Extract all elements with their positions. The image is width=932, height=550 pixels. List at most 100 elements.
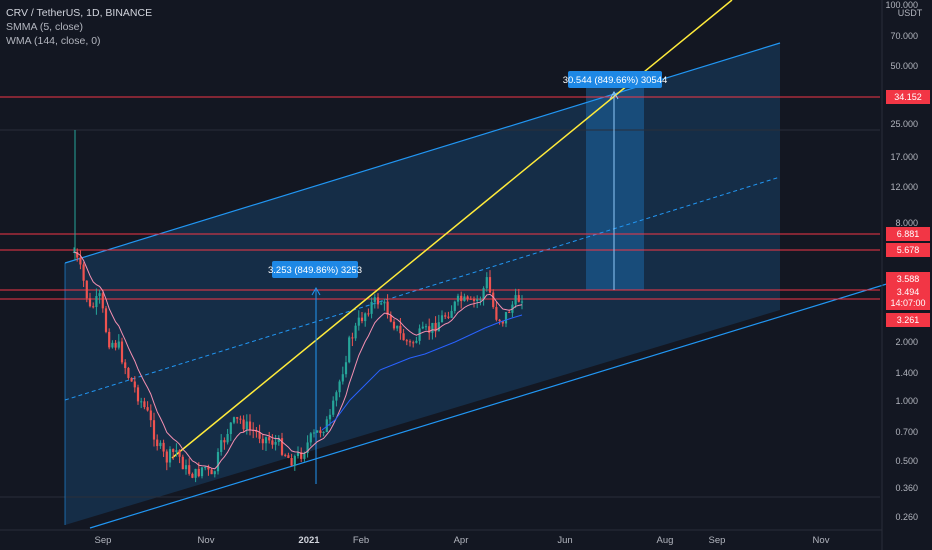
smma-line — [73, 251, 523, 470]
candle-body — [370, 301, 373, 314]
candle-body — [463, 296, 466, 302]
measure-arrow-2[interactable] — [609, 90, 619, 290]
candle-body — [220, 440, 223, 453]
measure-label-1[interactable]: 3.253 (849.86%) 3253 — [268, 261, 362, 278]
candle-body — [85, 280, 88, 299]
candle-body — [376, 297, 380, 305]
channel-mid-line[interactable] — [64, 176, 781, 401]
candle-body — [316, 430, 319, 433]
candle-body — [133, 381, 136, 388]
candle-body — [280, 438, 284, 455]
candle-body — [309, 433, 312, 443]
candle-body — [450, 310, 453, 318]
candle-body — [348, 337, 351, 363]
svg-text:5.678: 5.678 — [897, 245, 920, 255]
time-tick: Nov — [198, 535, 215, 546]
candle-body — [88, 298, 92, 307]
candle-body — [447, 316, 450, 318]
svg-text:6.881: 6.881 — [897, 229, 920, 239]
countdown-timer: 14:07:00 — [890, 298, 925, 308]
candle-body — [287, 455, 290, 458]
candle-body — [140, 401, 143, 403]
candle-body — [293, 456, 296, 466]
candle-body — [82, 264, 85, 281]
candle-body — [178, 450, 181, 457]
price-tag-3261[interactable]: 3.261 — [886, 313, 930, 327]
candle-body — [149, 410, 152, 421]
candle-body — [200, 467, 204, 477]
price-tick: 12.000 — [890, 182, 918, 192]
candle-body — [508, 311, 511, 313]
candle-body — [399, 325, 402, 334]
candle-body — [108, 331, 111, 348]
candle-body — [146, 407, 149, 411]
candle-body — [421, 326, 424, 329]
price-tick: 50.000 — [890, 61, 918, 71]
candle-body — [514, 295, 517, 305]
candle-body — [328, 414, 332, 420]
candle-body — [277, 438, 280, 443]
candle-body — [274, 442, 277, 445]
candle-body — [482, 288, 485, 300]
chart-legend[interactable]: CRV / TetherUS, 1D, BINANCE SMMA (5, clo… — [6, 6, 152, 48]
candle-body — [223, 440, 226, 443]
price-tag-current[interactable]: 3.494 14:07:00 — [886, 285, 930, 310]
candle-body — [188, 465, 191, 474]
candle-body — [485, 277, 488, 289]
candle-body — [258, 432, 261, 439]
symbol-title[interactable]: CRV / TetherUS, 1D, BINANCE — [6, 7, 153, 19]
candle-body — [255, 431, 258, 433]
candle-body — [437, 322, 440, 332]
horizontal-levels[interactable] — [0, 96, 880, 300]
time-tick: Aug — [657, 535, 674, 546]
candle-body — [210, 469, 213, 475]
candle-body — [386, 301, 389, 315]
measure-arrow-1[interactable] — [311, 286, 321, 484]
candle-body — [271, 440, 274, 445]
candle-body — [424, 326, 428, 328]
candle-body — [232, 417, 236, 423]
candle-body — [466, 296, 469, 299]
candle-body — [367, 313, 370, 315]
candle-body — [261, 438, 264, 444]
candle-body — [197, 468, 200, 477]
candle-body — [168, 449, 172, 463]
channel-lower-line[interactable] — [89, 282, 891, 529]
indicator-wma-label[interactable]: WMA (144, close, 0) — [6, 35, 101, 47]
time-axis[interactable]: Sep Nov 2021 Feb Apr Jun Aug Sep Nov — [0, 529, 882, 546]
candle-body — [284, 454, 287, 456]
candle-body — [341, 374, 344, 382]
svg-text:30.544 (849.66%) 30544: 30.544 (849.66%) 30544 — [563, 75, 668, 86]
candle-body — [354, 325, 357, 339]
candle-body — [194, 468, 197, 478]
candle-body — [296, 452, 300, 457]
candle-body — [520, 301, 524, 303]
candle-body — [303, 453, 306, 459]
measure-label-2[interactable]: 30.544 (849.66%) 30544 — [563, 71, 668, 88]
price-tag-5678[interactable]: 5.678 — [886, 243, 930, 257]
candle-body — [242, 419, 245, 430]
candle-body — [434, 322, 437, 332]
candle-body — [402, 333, 405, 341]
price-tick: 1.000 — [895, 396, 918, 406]
price-tick: 8.000 — [895, 218, 918, 228]
time-tick: Sep — [95, 535, 112, 546]
candle-body — [396, 325, 399, 329]
price-tag-34152[interactable]: 34.152 — [886, 90, 930, 104]
price-axis[interactable]: USDT 100.000 70.000 50.000 25.000 17.000… — [881, 0, 923, 550]
time-tick: 2021 — [298, 535, 320, 546]
candle-body — [344, 362, 348, 375]
time-tick: Apr — [454, 535, 469, 546]
candle-body — [79, 257, 82, 265]
price-tag-6881[interactable]: 6.881 — [886, 227, 930, 241]
price-tag-3588[interactable]: 3.588 — [886, 272, 930, 286]
candle-body — [504, 311, 508, 324]
indicator-smma-label[interactable]: SMMA (5, close) — [6, 21, 84, 33]
candle-body — [332, 400, 335, 415]
candle-body — [322, 432, 325, 434]
price-tick: 70.000 — [890, 31, 918, 41]
candle-body — [207, 467, 210, 470]
svg-text:3.253 (849.86%) 3253: 3.253 (849.86%) 3253 — [268, 265, 362, 276]
